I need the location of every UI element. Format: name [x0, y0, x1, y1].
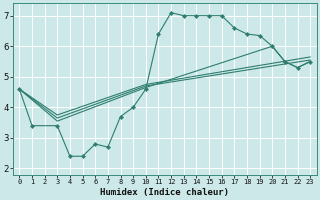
X-axis label: Humidex (Indice chaleur): Humidex (Indice chaleur): [100, 188, 229, 197]
